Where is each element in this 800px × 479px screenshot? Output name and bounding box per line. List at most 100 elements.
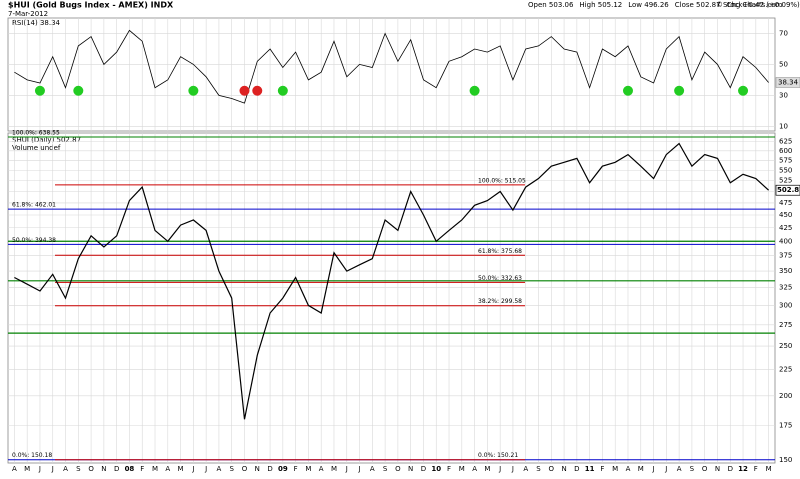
y-tick-label: 375 — [779, 252, 792, 260]
rsi-panel — [7, 17, 776, 132]
x-tick-label: F — [140, 465, 144, 473]
x-tick-label: M — [638, 465, 644, 473]
x-tick-label: J — [358, 465, 361, 473]
rsi-signal — [73, 85, 84, 96]
x-tick-label: M — [612, 465, 618, 473]
x-tick-label: J — [204, 465, 207, 473]
x-tick-label: J — [664, 465, 667, 473]
rsi-label: RSI(14) 38.34 — [12, 19, 61, 27]
x-tick-label: J — [652, 465, 655, 473]
date: 7-Mar-2012 — [8, 10, 48, 18]
rsi-signal — [469, 85, 480, 96]
last-rsi-label: 38.34 — [778, 78, 799, 86]
level-label: 50.0%: 394.38 — [12, 237, 56, 244]
x-tick-label: M — [178, 465, 184, 473]
rsi-signal — [738, 85, 749, 96]
quote: Low 496.26 — [628, 1, 669, 9]
x-tick-label: D — [728, 465, 733, 473]
x-tick-label: A — [677, 465, 682, 473]
x-tick-label: D — [114, 465, 119, 473]
x-tick-label: J — [345, 465, 348, 473]
x-tick-label: A — [217, 465, 222, 473]
x-tick-label: O — [395, 465, 401, 473]
x-tick-label: 09 — [278, 465, 288, 473]
y-tick-label: 600 — [779, 147, 792, 155]
x-tick-label: A — [472, 465, 477, 473]
quote: Close 502.87 — [675, 1, 721, 9]
x-tick-label: J — [38, 465, 41, 473]
x-tick-label: S — [229, 465, 234, 473]
x-tick-label: 08 — [125, 465, 135, 473]
volume-label: Volume undef — [12, 144, 61, 152]
rsi-signal — [34, 85, 45, 96]
y-tick-label: 400 — [779, 237, 792, 245]
x-tick-label: M — [152, 465, 158, 473]
x-tick-label: 12 — [738, 465, 748, 473]
quote: Chg +0.47 (+0.09%) — [727, 1, 800, 9]
x-tick-label: O — [702, 465, 708, 473]
y-tick-label: 350 — [779, 267, 792, 275]
x-tick-label: O — [242, 465, 248, 473]
rsi-signal — [674, 85, 685, 96]
rsi-signal — [622, 85, 633, 96]
level-label: 100.0%: 515.05 — [478, 177, 526, 184]
rsi-tick-label: 50 — [779, 60, 788, 68]
x-tick-label: J — [191, 465, 194, 473]
y-tick-label: 275 — [779, 321, 792, 329]
x-tick-label: F — [294, 465, 298, 473]
x-tick-label: A — [319, 465, 324, 473]
last-rsi-tag — [775, 77, 800, 88]
x-tick-label: N — [561, 465, 566, 473]
x-tick-label: A — [370, 465, 375, 473]
level-label: 0.0%: 150.18 — [12, 452, 52, 459]
y-tick-label: 325 — [779, 284, 792, 292]
y-tick-label: 300 — [779, 301, 792, 309]
y-tick-label: 525 — [779, 177, 792, 185]
y-tick-label: 250 — [779, 342, 792, 350]
x-tick-label: O — [549, 465, 555, 473]
y-tick-label: 150 — [779, 456, 792, 464]
x-tick-label: S — [536, 465, 541, 473]
x-tick-label: J — [498, 465, 501, 473]
x-tick-label: F — [754, 465, 758, 473]
x-tick-label: M — [459, 465, 465, 473]
x-tick-label: A — [165, 465, 170, 473]
x-tick-label: D — [574, 465, 579, 473]
x-tick-label: F — [600, 465, 604, 473]
y-tick-label: 225 — [779, 366, 792, 374]
x-tick-label: F — [447, 465, 451, 473]
x-tick-label: S — [76, 465, 81, 473]
rsi-line — [14, 29, 769, 104]
price-line — [14, 142, 770, 420]
x-tick-label: N — [101, 465, 106, 473]
last-value-label: 502.87 — [777, 186, 800, 194]
level-label: 61.8%: 462.01 — [12, 202, 56, 209]
y-tick-label: 575 — [779, 156, 792, 164]
price-panel — [7, 132, 776, 464]
x-tick-label: O — [88, 465, 94, 473]
x-tick-label: 10 — [431, 465, 441, 473]
x-tick-label: M — [331, 465, 337, 473]
x-tick-label: D — [421, 465, 426, 473]
quote: High 505.12 — [579, 1, 622, 9]
y-tick-label: 625 — [779, 138, 792, 146]
y-tick-label: 475 — [779, 199, 792, 207]
x-tick-label: N — [715, 465, 720, 473]
credit: ©StockCharts.com — [716, 1, 783, 9]
x-tick-label: M — [766, 465, 772, 473]
x-tick-label: N — [255, 465, 260, 473]
y-tick-label: 425 — [779, 224, 792, 232]
last-value-tag — [775, 184, 800, 196]
x-tick-label: J — [511, 465, 514, 473]
y-tick-label: 200 — [779, 392, 792, 400]
rsi-tick-label: 30 — [779, 91, 788, 99]
x-tick-label: A — [523, 465, 528, 473]
rsi-signal — [277, 85, 288, 96]
x-tick-label: M — [484, 465, 490, 473]
x-tick-label: 11 — [585, 465, 595, 473]
x-tick-label: J — [51, 465, 54, 473]
level-label: 100.0%: 638.55 — [12, 129, 60, 136]
x-tick-label: S — [383, 465, 388, 473]
level-label: 61.8%: 375.68 — [478, 248, 522, 255]
